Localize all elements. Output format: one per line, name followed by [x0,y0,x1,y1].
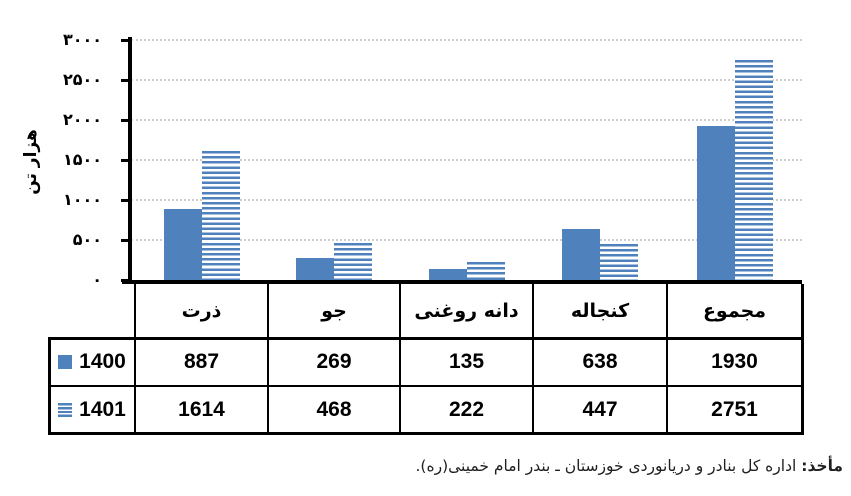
gridline [131,119,802,121]
y-axis-line [128,37,132,284]
table-value-cell: 222 [448,397,485,421]
bar-1401-0 [201,151,240,280]
bar-1400-0 [163,209,202,280]
y-axis-tick [121,78,131,82]
bar-1400-2 [428,269,467,280]
table-value-cell: 447 [582,397,618,421]
table-header-cell: ذرت [181,300,222,322]
gridline [131,239,802,241]
table-border-column [134,284,136,435]
legend-row-1401: 1401 [49,386,135,433]
y-axis-tick [121,238,131,242]
y-axis-tick-label: ۲۵۰۰ [62,70,102,89]
table-border-header-bottom [47,336,804,340]
bar-1401-4 [734,60,773,280]
gridline [131,199,802,201]
legend-year-label: 1400 [79,350,126,373]
y-axis-tick-label: ۱۵۰۰ [62,150,102,169]
legend-striped-swatch-icon [58,402,73,417]
table-header-cell: جو [321,300,347,322]
gridline [131,159,802,161]
y-axis-tick-label: ۵۰۰ [72,230,102,249]
table-border-row [49,385,802,387]
y-axis-tick-label: ۰ [92,270,102,289]
table-value-cell: 135 [448,350,485,373]
table-border-bottom [47,431,804,435]
source-note-label: مأخذ: [801,457,843,475]
table-value-cell: 468 [316,397,352,421]
gridline [131,39,802,41]
source-note-text: اداره کل بنادر و دریانوردی خوزستان ـ بند… [415,457,797,475]
table-value-cell: 1614 [178,397,225,421]
table-value-cell: 1930 [711,350,758,373]
bar-1400-4 [696,126,735,280]
table-border-column [399,284,401,435]
y-axis-tick [121,118,131,122]
table-border-column [267,284,269,435]
y-axis-tick [121,38,131,42]
table-border-column [666,284,668,435]
table-value-cell: 269 [316,350,352,373]
table-value-cell: 638 [582,350,618,373]
table-header-cell: مجموع [702,300,767,322]
bar-1400-1 [296,258,334,280]
table-header-cell: دانه روغنی [414,300,519,322]
y-axis-tick [121,198,131,202]
y-axis-tick-label: ۳۰۰۰ [62,30,102,49]
x-axis-line [122,280,802,284]
legend-solid-swatch-icon [58,355,73,369]
table-border-column [532,284,534,435]
bar-1401-2 [466,262,505,280]
legend-year-label: 1401 [79,397,126,421]
table-value-cell: 887 [183,350,220,373]
table-header-cell: کنجاله [570,300,630,322]
bar-1401-1 [334,243,372,280]
y-axis-tick [121,158,131,162]
y-axis-tick-label: ۱۰۰۰ [62,190,102,209]
source-note: مأخذ: اداره کل بنادر و دریانوردی خوزستان… [13,452,844,480]
gridline [131,79,802,81]
bar-1400-3 [562,229,600,280]
y-axis-tick-label: ۲۰۰۰ [62,110,102,129]
table-border-column [800,284,804,435]
table-value-cell: 2751 [711,397,758,421]
legend-row-1400: 1400 [49,338,135,386]
bar-1401-3 [600,244,638,280]
